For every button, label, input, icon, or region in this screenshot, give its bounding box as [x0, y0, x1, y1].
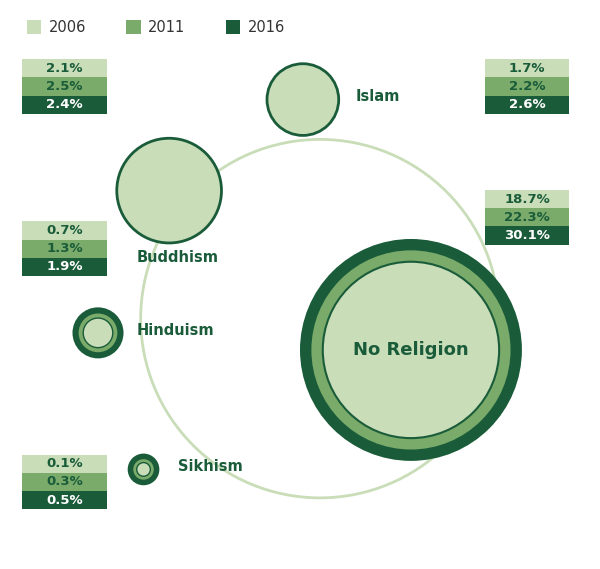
- Circle shape: [267, 64, 338, 135]
- FancyBboxPatch shape: [22, 221, 107, 240]
- FancyBboxPatch shape: [22, 59, 107, 77]
- FancyBboxPatch shape: [485, 226, 569, 245]
- Circle shape: [79, 314, 118, 352]
- Text: 1.7%: 1.7%: [509, 62, 545, 75]
- Text: 0.7%: 0.7%: [46, 224, 83, 237]
- FancyBboxPatch shape: [485, 190, 569, 208]
- Circle shape: [311, 250, 511, 450]
- FancyBboxPatch shape: [127, 20, 140, 34]
- FancyBboxPatch shape: [22, 491, 107, 509]
- Text: Islam: Islam: [356, 89, 400, 104]
- Circle shape: [323, 262, 499, 438]
- Text: Buddhism: Buddhism: [137, 250, 218, 265]
- Text: 2.4%: 2.4%: [46, 98, 83, 111]
- Text: 0.1%: 0.1%: [46, 457, 83, 470]
- FancyBboxPatch shape: [22, 473, 107, 491]
- FancyBboxPatch shape: [27, 20, 41, 34]
- FancyBboxPatch shape: [22, 77, 107, 96]
- Text: 2.5%: 2.5%: [46, 80, 83, 93]
- FancyBboxPatch shape: [22, 258, 107, 276]
- FancyBboxPatch shape: [22, 455, 107, 473]
- Text: No Religion: No Religion: [353, 341, 469, 359]
- Circle shape: [129, 455, 158, 484]
- Text: 2016: 2016: [248, 19, 285, 35]
- Circle shape: [133, 459, 154, 480]
- Text: 18.7%: 18.7%: [504, 193, 550, 205]
- Text: Sikhism: Sikhism: [178, 459, 243, 474]
- Circle shape: [117, 138, 221, 243]
- Text: 2.6%: 2.6%: [509, 98, 545, 111]
- FancyBboxPatch shape: [485, 77, 569, 96]
- Text: 2011: 2011: [148, 19, 185, 35]
- Circle shape: [300, 239, 522, 461]
- FancyBboxPatch shape: [22, 96, 107, 114]
- Circle shape: [83, 318, 113, 348]
- Text: Hinduism: Hinduism: [137, 323, 214, 337]
- Text: 2.2%: 2.2%: [509, 80, 545, 93]
- FancyBboxPatch shape: [485, 59, 569, 77]
- Text: 30.1%: 30.1%: [504, 229, 550, 242]
- FancyBboxPatch shape: [22, 240, 107, 258]
- FancyBboxPatch shape: [226, 20, 240, 34]
- Text: 0.5%: 0.5%: [46, 494, 83, 506]
- Text: 2006: 2006: [49, 19, 86, 35]
- Text: 1.3%: 1.3%: [46, 242, 83, 255]
- Text: 0.3%: 0.3%: [46, 476, 83, 488]
- Circle shape: [74, 308, 122, 357]
- FancyBboxPatch shape: [485, 96, 569, 114]
- Text: 2.1%: 2.1%: [46, 62, 83, 75]
- Circle shape: [137, 463, 151, 476]
- FancyBboxPatch shape: [485, 208, 569, 226]
- Text: 22.3%: 22.3%: [504, 211, 550, 224]
- Text: 1.9%: 1.9%: [46, 261, 83, 273]
